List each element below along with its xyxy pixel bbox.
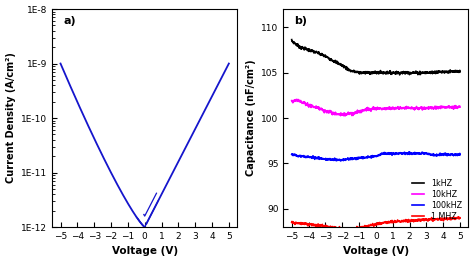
1 MHZ	[319, 224, 324, 227]
10kHZ	[389, 107, 394, 110]
1kHZ	[397, 73, 402, 77]
10kHZ	[457, 106, 463, 109]
100kHZ	[365, 155, 371, 158]
1kHZ	[388, 73, 394, 76]
Line: 100kHZ: 100kHZ	[292, 152, 460, 161]
Text: b): b)	[294, 16, 307, 26]
1 MHZ	[340, 230, 346, 233]
10kHZ	[319, 107, 325, 111]
100kHZ	[457, 153, 463, 156]
1 MHZ	[416, 219, 421, 222]
100kHZ	[332, 158, 338, 161]
1 MHZ	[289, 221, 294, 224]
1 MHZ	[332, 227, 338, 230]
1kHZ	[319, 52, 324, 55]
Legend: 1kHZ, 10kHZ, 100kHZ, 1 MHZ: 1kHZ, 10kHZ, 100kHZ, 1 MHZ	[410, 176, 465, 223]
1kHZ	[289, 38, 294, 41]
Line: 1 MHZ: 1 MHZ	[292, 217, 460, 232]
1 MHZ	[457, 216, 463, 219]
10kHZ	[342, 114, 348, 117]
1kHZ	[457, 70, 463, 74]
10kHZ	[289, 99, 294, 102]
Text: a): a)	[63, 16, 76, 26]
1 MHZ	[456, 215, 461, 219]
Line: 10kHZ: 10kHZ	[292, 99, 460, 116]
1 MHZ	[401, 220, 407, 223]
Line: 1kHZ: 1kHZ	[292, 40, 460, 75]
1 MHZ	[388, 219, 394, 222]
X-axis label: Voltage (V): Voltage (V)	[343, 247, 409, 256]
100kHZ	[338, 159, 344, 162]
100kHZ	[401, 152, 407, 155]
100kHZ	[406, 150, 412, 154]
100kHZ	[289, 153, 294, 156]
X-axis label: Voltage (V): Voltage (V)	[111, 247, 178, 256]
1kHZ	[332, 59, 338, 62]
1kHZ	[365, 70, 371, 73]
100kHZ	[388, 152, 394, 156]
1 MHZ	[365, 225, 371, 228]
10kHZ	[365, 107, 371, 110]
10kHZ	[293, 98, 299, 101]
10kHZ	[416, 107, 422, 110]
1kHZ	[401, 70, 407, 74]
Y-axis label: Current Density (A/cm²): Current Density (A/cm²)	[6, 53, 16, 183]
1kHZ	[416, 71, 421, 74]
10kHZ	[402, 107, 408, 111]
10kHZ	[332, 112, 338, 116]
Y-axis label: Capacitance (nF/cm²): Capacitance (nF/cm²)	[246, 60, 255, 176]
100kHZ	[416, 152, 422, 156]
100kHZ	[319, 157, 324, 161]
